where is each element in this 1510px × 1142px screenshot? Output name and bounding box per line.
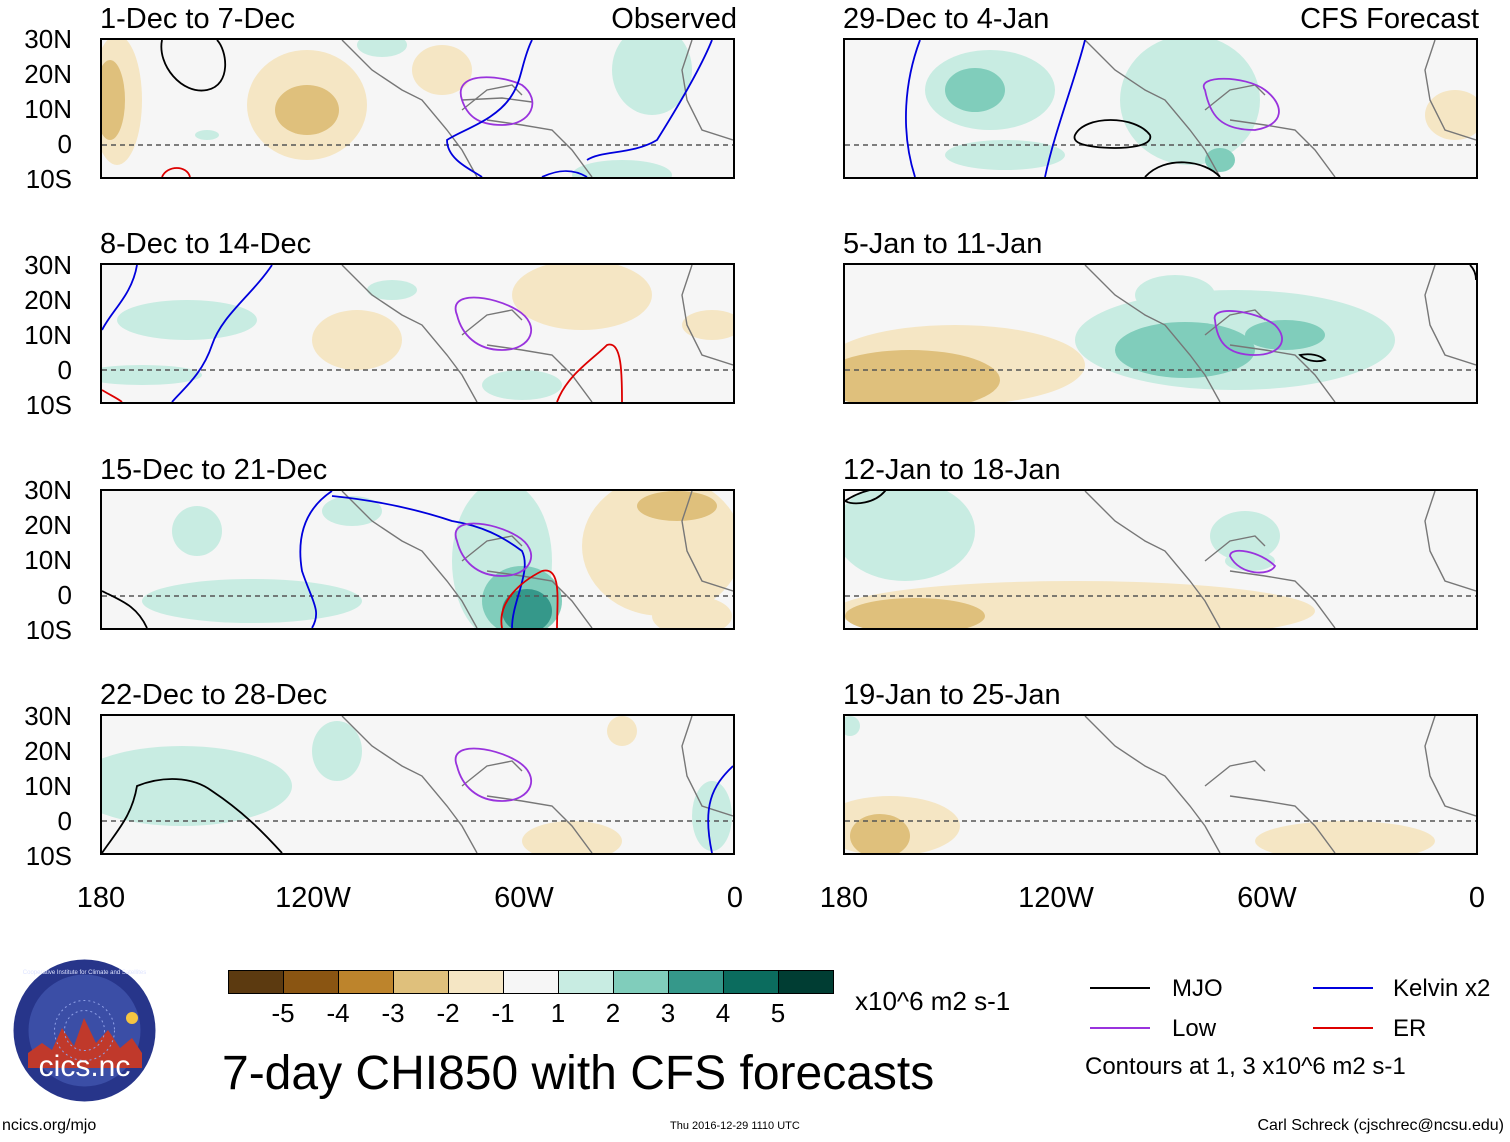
x-tick-label: 120W [275,882,351,914]
panel-title-r3: 19-Jan to 25-Jan [843,679,1061,711]
colorbar-label: 2 [605,998,621,1028]
y-tick-label: 10S [25,841,72,871]
y-tick-label: 30N [24,250,72,280]
y-tick-label: 30N [24,24,72,54]
colorbar-swatch [613,970,669,994]
observed-label: Observed [611,3,737,35]
y-tick-label: 10S [25,390,72,420]
legend-er-label: ER [1393,1015,1427,1042]
x-tick-label: 60W [494,882,554,914]
footer-author: Carl Schreck (cjschrec@ncsu.edu) [1257,1117,1504,1134]
y-tick-label: 0 [57,355,72,385]
x-tick-label: 0 [726,882,744,914]
colorbar-label: -4 [326,998,350,1028]
legend-low-label: Low [1172,1015,1217,1042]
footer-url[interactable]: ncics.org/mjo [2,1117,97,1134]
y-tick-label: 10N [24,771,72,801]
legend-low-line [1090,1027,1150,1029]
colorbar-swatch [723,970,779,994]
colorbar-swatch [228,970,284,994]
x-tick-label: 60W [1237,882,1297,914]
legend-kelvin-line [1313,987,1373,989]
colorbar-swatch [668,970,724,994]
panel-title-l3: 22-Dec to 28-Dec [100,679,328,711]
map-panel-5jan-11jan [843,263,1478,404]
legend-note: Contours at 1, 3 x10^6 m2 s-1 [1085,1053,1406,1080]
legend-er-line [1313,1027,1373,1029]
colorbar-units: x10^6 m2 s-1 [855,986,1011,1016]
logo-ring-text: Cooperative Institute for Climate and Sa… [22,970,147,976]
colorbar-label: 1 [550,998,566,1028]
panel-title-r0: 29-Dec to 4-Jan [843,3,1050,35]
map-plot [845,40,1476,177]
colorbar-label: 3 [660,998,676,1028]
map-plot [845,491,1476,628]
y-tick-label: 10S [25,164,72,194]
y-tick-label: 30N [24,475,72,505]
colorbar-label: 4 [715,998,731,1028]
y-tick-label: 20N [24,285,72,315]
logo-text: cics.nc [38,1050,131,1083]
figure-title: 7-day CHI850 with CFS forecasts [222,1047,935,1100]
map-plot [102,491,733,628]
colorbar-label: -3 [381,998,405,1028]
map-plot [845,716,1476,853]
x-tick-label: 180 [819,882,869,914]
map-plot [102,265,733,402]
colorbar-label: -2 [436,998,460,1028]
colorbar-swatch [283,970,339,994]
map-plot [102,40,733,177]
colorbar-swatch [778,970,834,994]
y-tick-label: 20N [24,736,72,766]
legend-kelvin-label: Kelvin x2 [1393,975,1491,1002]
colorbar-label: -5 [271,998,295,1028]
map-plot [845,265,1476,402]
forecast-label: CFS Forecast [1300,3,1479,35]
x-tick-label: 0 [1468,882,1486,914]
panel-title-l1: 8-Dec to 14-Dec [100,228,312,260]
map-panel-29dec-4jan [843,38,1478,179]
panel-title-r2: 12-Jan to 18-Jan [843,454,1061,486]
y-tick-label: 20N [24,510,72,540]
legend-mjo-line [1090,987,1150,989]
colorbar-swatch [448,970,504,994]
colorbar-swatch [338,970,394,994]
y-tick-label: 0 [57,806,72,836]
map-panel-1dec-7dec [100,38,735,179]
colorbar-swatch [503,970,559,994]
cics-logo: cics.nc Cooperative Institute for Climat… [12,958,157,1103]
colorbar-swatch [558,970,614,994]
map-panel-12jan-18jan [843,489,1478,630]
y-tick-label: 10S [25,615,72,645]
map-panel-22dec-28dec [100,714,735,855]
map-plot [102,716,733,853]
y-tick-label: 10N [24,320,72,350]
colorbar-label: 5 [770,998,786,1028]
colorbar-swatch [393,970,449,994]
y-tick-label: 20N [24,59,72,89]
y-tick-label: 0 [57,129,72,159]
x-tick-label: 180 [76,882,126,914]
y-tick-label: 10N [24,545,72,575]
map-panel-8dec-14dec [100,263,735,404]
y-tick-label: 10N [24,94,72,124]
y-tick-label: 0 [57,580,72,610]
legend-mjo-label: MJO [1172,975,1223,1002]
x-tick-label: 120W [1018,882,1094,914]
colorbar-label: -1 [491,998,515,1028]
panel-title-l2: 15-Dec to 21-Dec [100,454,328,486]
footer-timestamp: Thu 2016-12-29 1110 UTC [670,1120,800,1132]
map-panel-19jan-25jan [843,714,1478,855]
panel-title-l0: 1-Dec to 7-Dec [100,3,296,35]
map-panel-15dec-21dec [100,489,735,630]
y-tick-label: 30N [24,701,72,731]
panel-title-r1: 5-Jan to 11-Jan [843,228,1043,260]
